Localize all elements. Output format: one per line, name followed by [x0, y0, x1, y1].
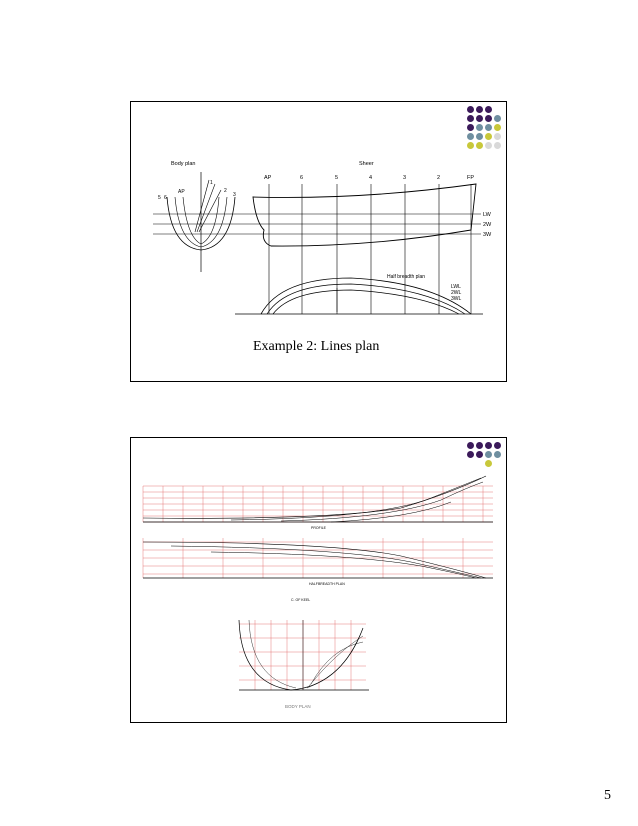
body-plan-num-6: 6 — [164, 195, 167, 201]
lines-plan-drawing: Body plan Sheer 5 6 AP 1 2 3 AP 6 5 4 3 … — [153, 161, 492, 315]
body-plan-label: Body plan — [171, 161, 195, 167]
half-breadth-label: HALFBREADTH PLAN — [309, 582, 345, 586]
body-plan-num-1: 1 — [210, 180, 213, 186]
station-fp: FP — [467, 175, 474, 181]
decorative-dots — [467, 106, 507, 156]
station-2: 2 — [437, 175, 440, 181]
body-plan-num-3: 3 — [233, 192, 236, 198]
page-number: 5 — [604, 788, 611, 803]
detailed-lines-drawing: PROFILE HALFBREADTH PLAN C. OF KEEL — [142, 475, 493, 709]
sheer-label: Sheer — [359, 161, 374, 167]
waterline-3w: 3W — [483, 232, 492, 238]
station-5: 5 — [335, 175, 338, 181]
station-ap: AP — [264, 175, 272, 181]
profile-label: PROFILE — [311, 526, 327, 530]
keel-label: C. OF KEEL — [291, 598, 310, 602]
station-4: 4 — [369, 175, 372, 181]
hb-waterline-2wl: 2WL — [451, 290, 462, 296]
slide-lines-plan-detailed: PROFILE HALFBREADTH PLAN C. OF KEEL — [130, 437, 507, 723]
station-6: 6 — [300, 175, 303, 181]
slide-caption: Example 2: Lines plan — [253, 339, 380, 354]
waterline-lw: LW — [483, 212, 492, 218]
hb-waterline-3wl: 3WL — [451, 296, 462, 302]
station-3: 3 — [403, 175, 406, 181]
body-plan-label: BODY PLAN — [285, 704, 311, 709]
hb-waterline-lwl: LWL — [451, 284, 461, 290]
waterline-2w: 2W — [483, 222, 492, 228]
body-plan-num-2: 2 — [224, 188, 227, 194]
half-breadth-label: Half breadth plan — [387, 274, 425, 280]
body-plan-num-ap: AP — [178, 189, 185, 195]
slide-lines-plan: Body plan Sheer 5 6 AP 1 2 3 AP 6 5 4 3 … — [130, 101, 507, 382]
body-plan-num-5: 5 — [158, 195, 161, 201]
decorative-dots — [467, 442, 507, 472]
